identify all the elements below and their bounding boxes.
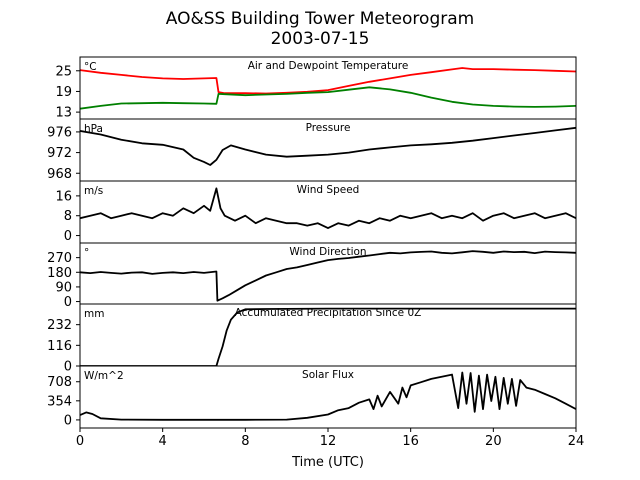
panel-title: Air and Dewpoint Temperature xyxy=(248,60,409,72)
x-tick-label: 24 xyxy=(568,434,585,449)
y-tick-label: 8 xyxy=(64,209,72,224)
panel-unit-label: hPa xyxy=(84,123,103,135)
panel-solar-flux: 0 354 708 W/m^2 Solar Flux xyxy=(47,365,577,429)
panel-title: Solar Flux xyxy=(302,369,354,381)
x-tick-label: 8 xyxy=(241,434,249,449)
y-tick-label: 972 xyxy=(47,146,72,161)
chart-title: AO&SS Building Tower Meteorogram xyxy=(166,9,474,29)
series-line-pressure xyxy=(80,126,576,166)
series-line-air-temperature xyxy=(80,67,576,95)
y-tick-label: 232 xyxy=(47,318,72,333)
y-tick-label: 976 xyxy=(47,125,72,140)
x-axis: 0 4 8 12 16 20 24 xyxy=(76,428,584,449)
y-tick-label: 180 xyxy=(47,266,72,281)
panel-unit-label: mm xyxy=(84,308,104,320)
panel-accumulated-precipitation-since-0z: 0 116 232 mm Accumulated Precipitation Since… xyxy=(47,303,577,375)
panel-unit-label: W/m^2 xyxy=(84,370,124,382)
x-tick-label: 12 xyxy=(320,434,337,449)
y-tick-label: 0 xyxy=(64,360,72,375)
y-tick-label: 354 xyxy=(47,394,72,409)
x-tick-label: 4 xyxy=(159,434,167,449)
y-tick-label: 708 xyxy=(47,375,72,390)
y-tick-label: 16 xyxy=(55,189,72,204)
x-tick-label: 20 xyxy=(485,434,502,449)
series-line-solar-flux xyxy=(80,371,576,421)
y-tick-label: 90 xyxy=(55,280,72,295)
series-line-wind-speed xyxy=(80,187,576,230)
series-line-accumulated-precipitation xyxy=(80,307,576,366)
y-tick-label: 116 xyxy=(47,339,72,354)
y-tick-label: 19 xyxy=(55,85,72,100)
y-tick-label: 25 xyxy=(55,64,72,79)
panel-pressure: 968 972 976 hPa Pressure xyxy=(47,118,577,182)
panel-wind-speed: 0 8 16 m/s Wind Speed xyxy=(55,180,577,244)
y-tick-label: 968 xyxy=(47,167,72,182)
panel-title: Pressure xyxy=(306,122,351,134)
x-tick-label: 0 xyxy=(76,434,84,449)
panel-title: Accumulated Precipitation Since 0Z xyxy=(235,307,422,319)
x-tick-label: 16 xyxy=(402,434,419,449)
y-tick-label: 270 xyxy=(47,251,72,266)
panel-unit-label: °C xyxy=(84,61,97,73)
panel-air-and-dewpoint-temperature: 13 19 25 °C Air and Dewpoint Temperature xyxy=(55,56,577,121)
series-line-wind-direction xyxy=(80,250,576,302)
panel-unit-label: ° xyxy=(84,247,89,259)
y-tick-label: 13 xyxy=(55,106,72,121)
panel-title: Wind Speed xyxy=(297,184,360,196)
x-axis-label: Time (UTC) xyxy=(291,455,364,470)
y-tick-label: 0 xyxy=(64,413,72,428)
series-line-dewpoint-temperature xyxy=(80,86,576,110)
panel-unit-label: m/s xyxy=(84,185,103,197)
panel-title: Wind Direction xyxy=(289,246,366,258)
chart-subtitle: 2003-07-15 xyxy=(271,29,370,49)
y-tick-label: 0 xyxy=(64,295,72,310)
y-tick-label: 0 xyxy=(64,229,72,244)
